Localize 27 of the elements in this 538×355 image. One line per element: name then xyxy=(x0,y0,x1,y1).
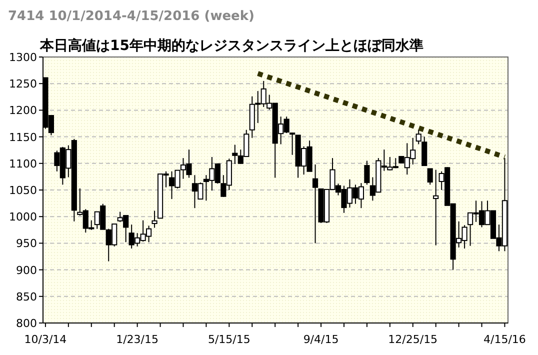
y-tick-label: 1250 xyxy=(9,78,37,91)
chart-title: 7414 10/1/2014-4/15/2016 (week) xyxy=(8,9,254,24)
y-tick-label: 850 xyxy=(16,290,37,304)
y-tick-label: 1300 xyxy=(9,51,37,64)
x-tick-label: 5/15/15 xyxy=(208,333,250,346)
x-tick-label: 1/23/15 xyxy=(116,333,159,346)
x-tick-label: 10/3/14 xyxy=(24,333,67,346)
y-tick-label: 950 xyxy=(16,237,37,250)
candlestick xyxy=(312,164,318,244)
x-tick-label: 12/25/15 xyxy=(388,333,438,346)
x-tick-label: 4/15/16 xyxy=(484,333,526,346)
x-tick-label: 9/4/15 xyxy=(303,333,339,346)
y-tick-label: 1000 xyxy=(9,210,37,224)
y-tick-label: 1150 xyxy=(9,130,37,144)
candlestick xyxy=(427,168,433,186)
candlestick xyxy=(422,136,428,166)
candlestick xyxy=(152,210,158,228)
candlestick xyxy=(416,129,422,145)
y-tick-label: 1050 xyxy=(9,184,37,197)
candlestick xyxy=(364,160,370,186)
chart-subtitle: 本日高値は15年中期的なレジスタンスライン上とほぼ同水準 xyxy=(39,37,424,54)
y-tick-label: 800 xyxy=(16,317,37,330)
y-tick-label: 1200 xyxy=(9,104,37,118)
candlestick xyxy=(433,169,439,246)
y-tick-label: 1100 xyxy=(9,157,37,170)
candlestick xyxy=(290,132,296,156)
y-tick-label: 900 xyxy=(16,264,37,277)
